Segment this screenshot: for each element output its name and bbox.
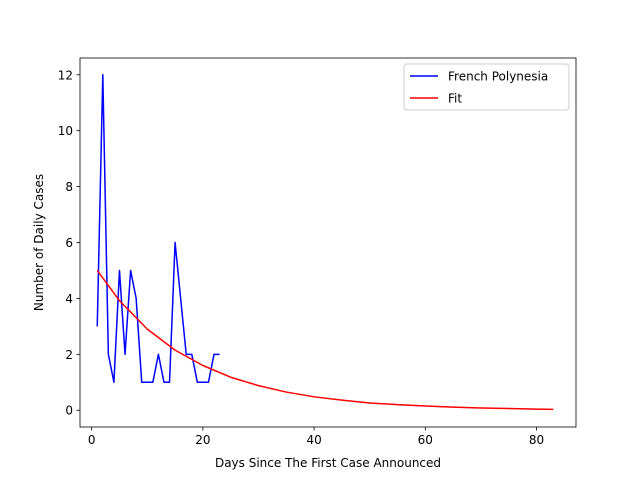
y-tick-label: 8 xyxy=(65,180,73,194)
legend-box xyxy=(403,63,570,111)
x-tick-label: 80 xyxy=(529,433,544,447)
series-line-french-polynesia xyxy=(96,74,220,384)
legend-label: Fit xyxy=(448,92,462,106)
axes: 0 20 40 60 80 0 2 4 6 8 10 12 xyxy=(58,57,577,447)
y-axis-label: Number of Daily Cases xyxy=(32,174,46,311)
series-line-fit xyxy=(96,270,554,411)
y-tick-label: 10 xyxy=(58,124,73,138)
x-tick-label: 20 xyxy=(195,433,210,447)
x-tick-label: 40 xyxy=(306,433,321,447)
x-tick-label: 0 xyxy=(88,433,96,447)
legend: French Polynesia Fit xyxy=(403,63,570,111)
y-tick-label: 4 xyxy=(65,292,73,306)
plot-area xyxy=(96,74,554,411)
x-tick-label: 60 xyxy=(418,433,433,447)
y-tick-label: 0 xyxy=(65,404,73,418)
y-tick-label: 12 xyxy=(58,68,73,82)
y-tick-label: 2 xyxy=(65,348,73,362)
x-axis-label: Days Since The First Case Announced xyxy=(215,456,441,470)
legend-label: French Polynesia xyxy=(448,70,548,84)
y-tick-label: 6 xyxy=(65,236,73,250)
